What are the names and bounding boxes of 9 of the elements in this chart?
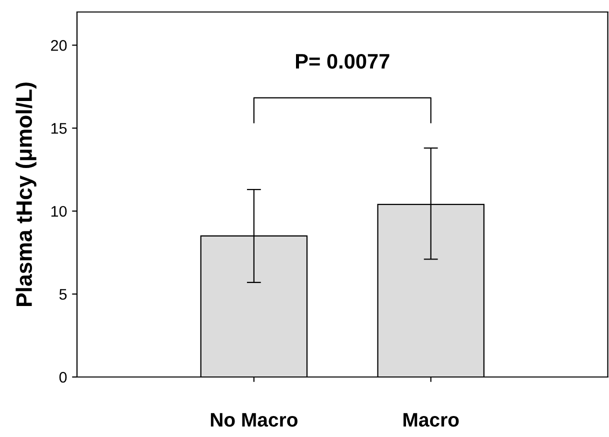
y-tick-label: 20 xyxy=(51,40,67,51)
y-tick-label: 0 xyxy=(59,372,67,383)
y-axis-title: Plasma tHcy (μmol/L) xyxy=(16,82,36,306)
x-tick-label: Macro xyxy=(404,413,459,427)
y-tick-label: 15 xyxy=(51,123,67,134)
annotation: P= 0.0077 xyxy=(296,54,390,69)
y-tick-label: 5 xyxy=(59,289,67,300)
y-tick-label: 10 xyxy=(51,206,67,217)
x-tick-label: No Macro xyxy=(210,413,298,427)
